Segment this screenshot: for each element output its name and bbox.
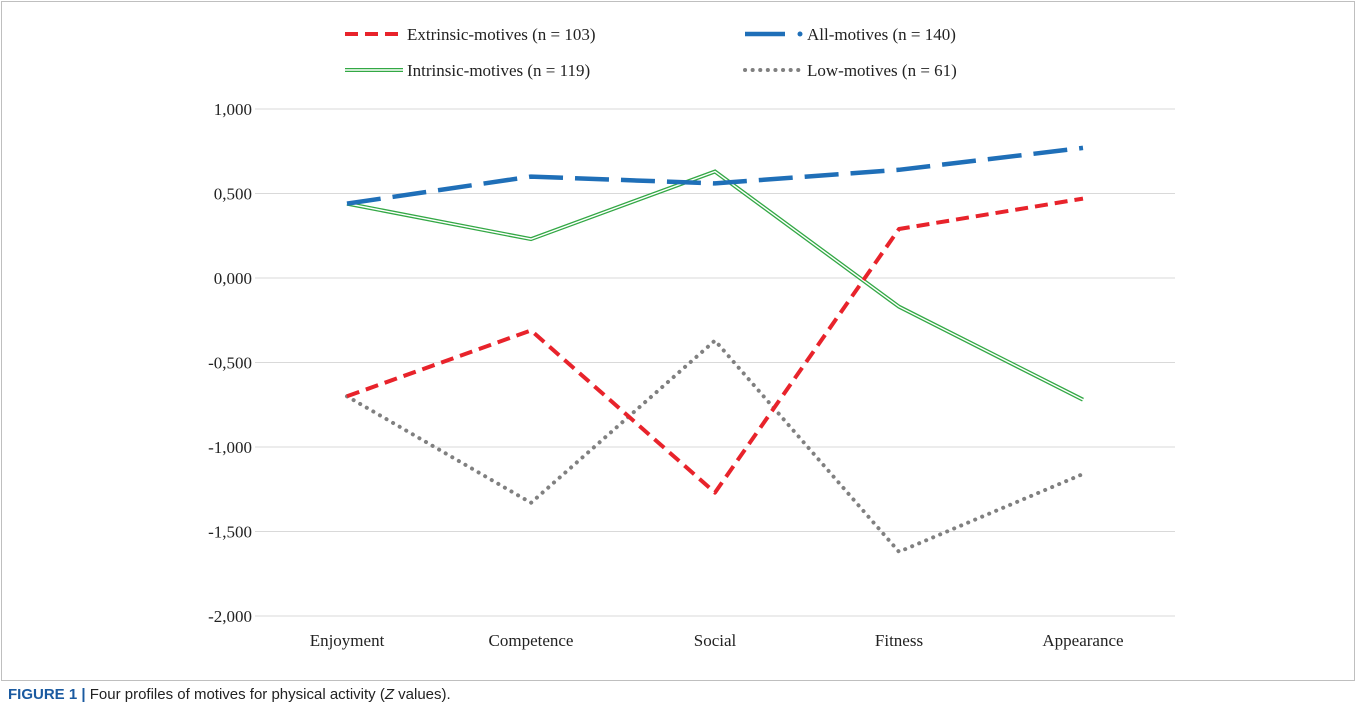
caption-text-end: values). — [394, 686, 451, 703]
series-3 — [345, 338, 1085, 554]
series-1 — [346, 145, 1084, 206]
y-axis-ticks: 1,000 0,500 0,000 -0,500 -1,000 -1,500 -2,000 — [208, 100, 252, 626]
series-lines — [345, 145, 1085, 554]
series-0 — [346, 196, 1084, 495]
legend-item: Extrinsic-motives (n = 103) — [345, 25, 596, 44]
x-tick-label: Fitness — [875, 631, 923, 650]
x-tick-label: Social — [694, 631, 737, 650]
y-tick-label: 0,000 — [214, 269, 252, 288]
legend: Extrinsic-motives (n = 103) All-motives (… — [345, 25, 957, 80]
y-tick-label: -1,500 — [208, 523, 252, 542]
y-tick-label: 1,000 — [214, 100, 252, 119]
x-tick-label: Competence — [489, 631, 574, 650]
legend-label: Extrinsic-motives (n = 103) — [407, 25, 596, 44]
x-tick-label: Enjoyment — [310, 631, 385, 650]
legend-item: Intrinsic-motives (n = 119) — [345, 61, 590, 80]
y-tick-label: -1,000 — [208, 438, 252, 457]
legend-item: Low-motives (n = 61) — [743, 61, 957, 80]
legend-label: All-motives (n = 140) — [807, 25, 956, 44]
series-2 — [346, 169, 1084, 402]
series-line — [345, 338, 1085, 554]
series-line-inner — [346, 170, 1084, 401]
caption-text-start: Four profiles of motives for physical ac… — [89, 686, 385, 703]
y-tick-label: -2,000 — [208, 607, 252, 626]
series-line — [346, 196, 1084, 495]
figure-caption: FIGURE 1 | Four profiles of motives for … — [8, 686, 451, 703]
legend-label: Intrinsic-motives (n = 119) — [407, 61, 590, 80]
caption-italic: Z — [384, 686, 394, 703]
legend-label: Low-motives (n = 61) — [807, 61, 957, 80]
legend-swatch-dot — [797, 31, 803, 37]
x-axis-ticks: Enjoyment Competence Social Fitness Appearan… — [310, 631, 1124, 650]
caption-separator: | — [81, 686, 86, 703]
chart-frame — [1, 1, 1355, 681]
series-line — [346, 145, 1084, 206]
y-tick-label: -0,500 — [208, 354, 252, 373]
line-chart: 1,0000,5000,000-0,500-1,000-1,500-2,000 … — [208, 25, 1175, 650]
series-line-outer — [346, 169, 1084, 402]
legend-item: All-motives (n = 140) — [745, 25, 956, 44]
y-tick-label: 0,500 — [214, 185, 252, 204]
figure-label: FIGURE 1 — [8, 686, 78, 703]
x-tick-label: Appearance — [1042, 631, 1123, 650]
